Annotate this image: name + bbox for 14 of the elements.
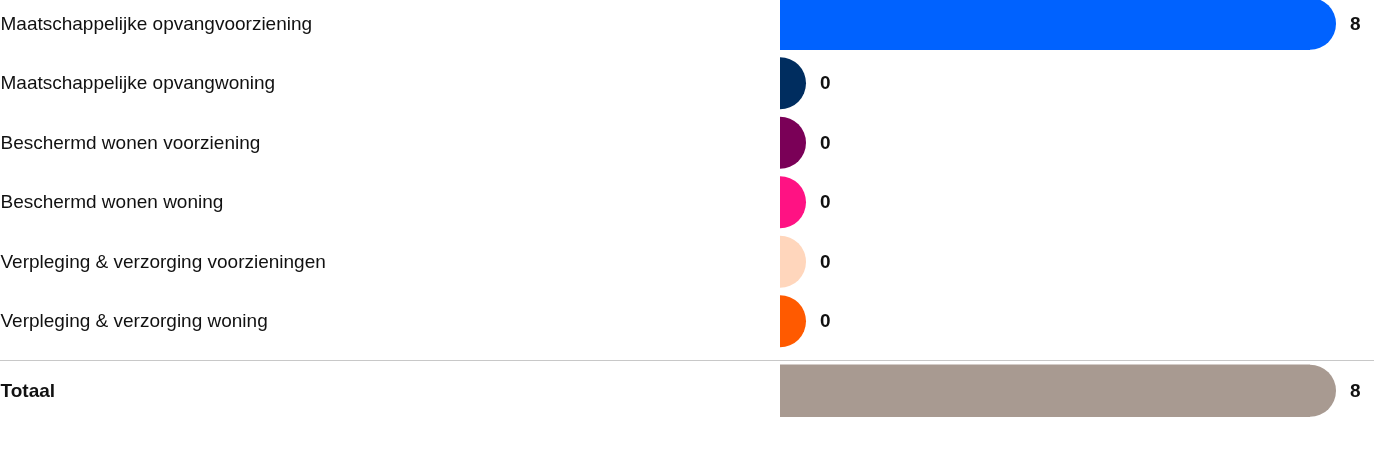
- y-tick-label: Verpleging & verzorging voorzieningen: [0, 250, 326, 272]
- y-tick-label: Beschermd wonen woning: [0, 191, 224, 213]
- data-label: 0: [820, 191, 831, 213]
- data-label: 0: [820, 310, 831, 332]
- data-label: 8: [1350, 379, 1361, 401]
- data-label: 0: [820, 250, 831, 272]
- data-label: 0: [820, 131, 831, 153]
- data-label: 8: [1350, 12, 1361, 34]
- y-tick-label: Verpleging & verzorging woning: [0, 310, 268, 332]
- y-tick-label: Beschermd wonen voorziening: [0, 131, 261, 153]
- y-tick-label: Maatschappelijke opvangwoning: [0, 72, 276, 94]
- y-tick-label: Totaal: [0, 379, 56, 401]
- data-label: 0: [820, 72, 831, 94]
- y-tick-label: Maatschappelijke opvangvoorziening: [0, 12, 313, 34]
